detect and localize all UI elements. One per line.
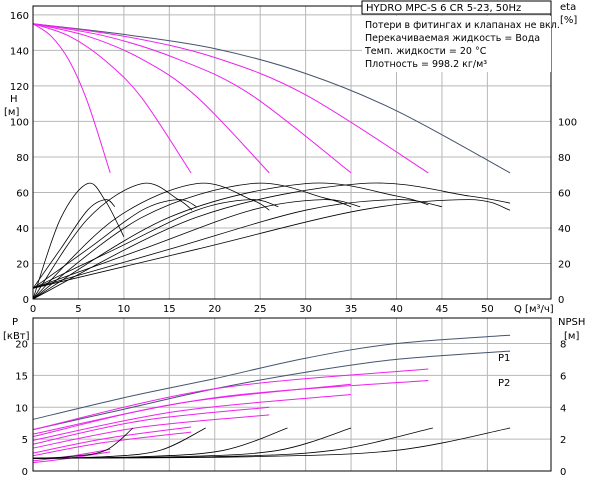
h-tick-label: 60 bbox=[16, 188, 29, 199]
npsh-tick-label: 4 bbox=[560, 403, 566, 414]
x-tick-label: 15 bbox=[163, 304, 176, 315]
head-envelope-curve bbox=[32, 23, 511, 174]
eta-tick-label: 20 bbox=[558, 259, 571, 270]
efficiency-curve bbox=[32, 182, 125, 300]
npsh-tick-label: 2 bbox=[560, 435, 566, 446]
chart-title: HYDRO MPC-S 6 CR 5-23, 50Hz bbox=[366, 3, 521, 14]
power-axis-label: P bbox=[12, 317, 18, 328]
x-tick-label: 45 bbox=[436, 304, 449, 315]
x-tick-label: 40 bbox=[390, 304, 403, 315]
power-curve bbox=[32, 426, 192, 454]
h-tick-label: 100 bbox=[10, 117, 29, 128]
info-box bbox=[362, 16, 551, 72]
power-curve bbox=[32, 414, 270, 449]
eta-axis-label: eta bbox=[560, 2, 576, 13]
x-tick-label: 5 bbox=[75, 304, 81, 315]
power-curve bbox=[32, 406, 270, 445]
efficiency-curve bbox=[32, 182, 270, 300]
efficiency-curve bbox=[32, 199, 197, 289]
h-tick-label: 120 bbox=[10, 82, 29, 93]
p2-curve-label: P2 bbox=[498, 378, 510, 389]
p1-curve-label: P1 bbox=[498, 353, 510, 364]
eta-tick-label: 100 bbox=[558, 117, 577, 128]
info-line-3: Темп. жидкости = 20 °C bbox=[364, 46, 487, 57]
efficiency-curve bbox=[32, 199, 442, 289]
efficiency-curve bbox=[32, 199, 279, 289]
power-curve bbox=[32, 383, 352, 438]
p-tick-label: 0 bbox=[22, 467, 28, 478]
h-tick-label: 160 bbox=[10, 11, 29, 22]
p-tick-label: 10 bbox=[15, 403, 28, 414]
top-plot-frame bbox=[32, 5, 552, 300]
title-box bbox=[361, 0, 552, 15]
eta-tick-label: 40 bbox=[558, 224, 571, 235]
eta-tick-label: 80 bbox=[558, 153, 571, 164]
power-envelope-curve bbox=[32, 350, 511, 431]
h-tick-label: 0 bbox=[23, 295, 29, 306]
npsh-axis-label: NPSH bbox=[558, 317, 585, 328]
npsh-tick-label: 0 bbox=[560, 467, 566, 478]
x-tick-label: 25 bbox=[254, 304, 267, 315]
efficiency-curve bbox=[32, 182, 511, 300]
h-tick-label: 80 bbox=[16, 153, 29, 164]
x-tick-label: 10 bbox=[118, 304, 131, 315]
x-tick-label: 30 bbox=[299, 304, 312, 315]
info-line-4: Плотность = 998.2 кг/м³ bbox=[365, 59, 487, 70]
p-tick-label: 5 bbox=[22, 435, 28, 446]
npsh-tick-label: 6 bbox=[560, 371, 566, 382]
efficiency-curve bbox=[32, 182, 352, 300]
p-tick-label: 20 bbox=[15, 340, 28, 351]
x-tick-label: 0 bbox=[30, 304, 36, 315]
power-axis-unit: [кВт] bbox=[3, 331, 30, 342]
eta-tick-label: 60 bbox=[558, 188, 571, 199]
npsh-curve bbox=[32, 427, 511, 459]
npsh-tick-label: 8 bbox=[560, 340, 566, 351]
npsh-curve bbox=[32, 427, 206, 459]
efficiency-curve bbox=[32, 199, 116, 289]
power-curve bbox=[32, 380, 429, 435]
power-curve bbox=[32, 368, 429, 431]
x-tick-label: 35 bbox=[345, 304, 358, 315]
head-curve bbox=[32, 23, 111, 174]
eta-tick-label: 0 bbox=[558, 295, 564, 306]
head-curve bbox=[32, 23, 192, 174]
info-line-1: Потери в фитингах и клапанах не вкл. bbox=[365, 20, 560, 31]
h-tick-label: 140 bbox=[10, 46, 29, 57]
tick-label-layer: 0 5 10 15 20 25 30 35 40 45 5002040608010012014016… bbox=[10, 11, 577, 478]
head-curve bbox=[32, 23, 270, 174]
efficiency-curve bbox=[32, 199, 361, 289]
efficiency-curve bbox=[32, 182, 429, 300]
flow-axis-label: Q [м³/ч] bbox=[514, 304, 554, 315]
h-tick-label: 20 bbox=[16, 259, 29, 270]
bottom-plot-frame bbox=[32, 317, 552, 472]
npsh-axis-unit: [м] bbox=[564, 331, 579, 342]
power-envelope-curve bbox=[32, 334, 511, 420]
axes-layer bbox=[32, 5, 552, 472]
head-axis-unit: [м] bbox=[4, 107, 19, 118]
p-tick-label: 15 bbox=[15, 371, 28, 382]
h-tick-label: 40 bbox=[16, 224, 29, 235]
curve-layer bbox=[32, 23, 511, 464]
x-tick-label: 20 bbox=[208, 304, 221, 315]
grid-lines bbox=[32, 6, 551, 472]
info-line-2: Перекачиваемая жидкость = Вода bbox=[365, 33, 540, 44]
efficiency-curve bbox=[32, 199, 511, 289]
head-axis-label: H bbox=[10, 94, 18, 105]
power-curve bbox=[32, 394, 352, 441]
x-tick-label: 50 bbox=[481, 304, 494, 315]
eta-axis-unit: [%] bbox=[560, 15, 577, 26]
efficiency-curve bbox=[32, 182, 193, 300]
power-curve bbox=[32, 431, 192, 457]
head-curve bbox=[32, 23, 429, 174]
head-curve bbox=[32, 23, 352, 174]
